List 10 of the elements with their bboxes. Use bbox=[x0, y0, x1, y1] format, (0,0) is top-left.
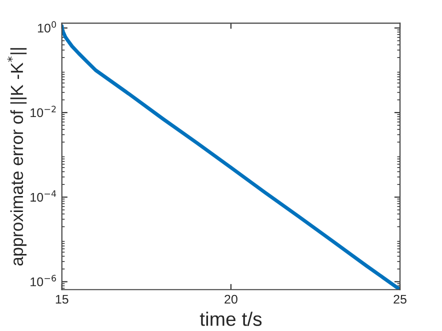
y-tick-label: 10$^{−6}$ bbox=[30, 274, 56, 286]
x-tick-label: 25 bbox=[394, 294, 406, 304]
y-tick-label: 10$^{0}$ bbox=[38, 21, 56, 33]
x-tick-label: 20 bbox=[224, 294, 238, 304]
x-tick-label: 15 bbox=[56, 294, 68, 304]
y-axis-title: approximate error of ||K -K$^{*}$|| bbox=[7, 48, 27, 266]
x-axis-title: time t/s bbox=[200, 312, 262, 326]
line-series bbox=[62, 24, 400, 290]
y-tick-label: 10$^{−2}$ bbox=[30, 106, 56, 118]
y-tick-label: 10$^{−4}$ bbox=[30, 190, 56, 202]
